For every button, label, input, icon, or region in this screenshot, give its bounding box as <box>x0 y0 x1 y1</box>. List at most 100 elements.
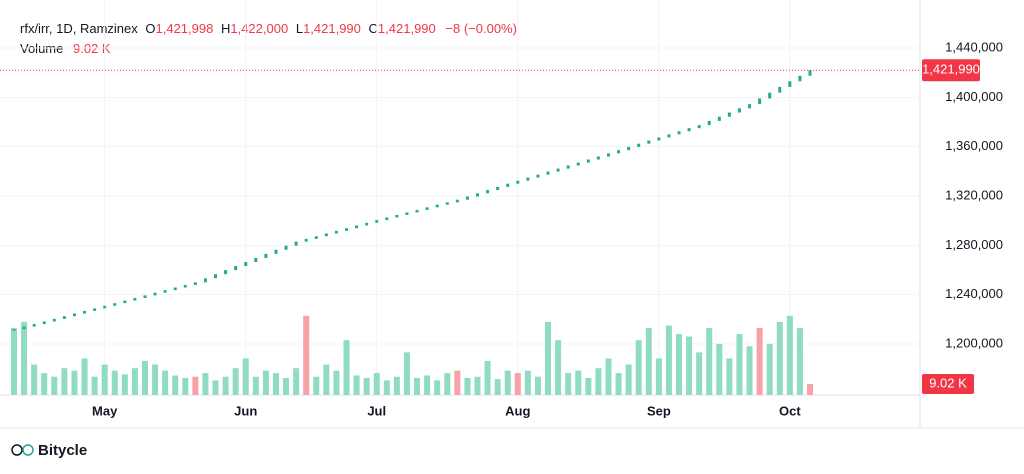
volume-legend: Volume 9.02 K <box>20 41 111 56</box>
candle <box>32 324 36 327</box>
volume-bar <box>454 370 461 395</box>
y-tick-label: 1,360,000 <box>945 138 1003 153</box>
volume-bar <box>162 370 169 395</box>
volume-bar <box>363 377 370 395</box>
volume-bar <box>323 364 330 395</box>
candle <box>617 150 621 154</box>
candle <box>375 220 379 223</box>
candle <box>294 241 298 246</box>
volume-bar <box>262 370 269 395</box>
volume-bar <box>665 325 672 395</box>
x-tick-label: May <box>92 403 118 418</box>
volume-bar <box>121 374 128 395</box>
candle <box>224 270 228 275</box>
candle <box>748 104 752 109</box>
candle <box>727 112 731 117</box>
brand: Bitycle <box>11 442 87 459</box>
change: −8 (−0.00%) <box>445 21 517 36</box>
candle <box>465 196 469 200</box>
volume-bar <box>565 373 572 395</box>
l-key: L <box>296 21 303 36</box>
volume-bar <box>101 364 108 395</box>
candle <box>707 120 711 126</box>
volume-bar <box>736 334 743 395</box>
candle <box>737 108 741 113</box>
candle <box>657 137 661 141</box>
volume-bar <box>625 364 632 395</box>
volume-bar <box>585 377 592 395</box>
candle <box>12 329 16 331</box>
volume-bar <box>726 358 733 395</box>
volume-bar <box>403 352 410 395</box>
candle <box>627 146 631 151</box>
volume-tag-label: 9.02 K <box>929 375 967 390</box>
volume-bar <box>686 336 693 395</box>
volume-bar <box>313 376 320 395</box>
volume-bar <box>534 376 541 395</box>
volume-bar <box>696 352 703 395</box>
volume-bar <box>676 334 683 395</box>
volume-bar <box>91 376 98 395</box>
candle <box>717 116 721 121</box>
candle <box>768 92 772 99</box>
candle <box>203 278 207 283</box>
logo <box>22 444 34 456</box>
x-tick-label: Jun <box>234 403 257 418</box>
volume-bar <box>575 370 582 395</box>
volume-bar <box>776 321 783 395</box>
volume-bar <box>766 343 773 395</box>
y-tick-label: 1,400,000 <box>945 89 1003 104</box>
c-val: 1,421,990 <box>378 21 436 36</box>
o-key: O <box>145 21 155 36</box>
candle <box>526 177 530 181</box>
volume-bar <box>212 380 219 395</box>
volume-bar <box>333 370 340 395</box>
candle <box>214 274 218 279</box>
candle <box>365 222 369 226</box>
candle <box>576 162 580 166</box>
candle <box>123 300 127 304</box>
volume-bar <box>111 370 118 395</box>
candle <box>606 153 610 157</box>
last-price-label: 1,421,990 <box>922 62 980 77</box>
candle <box>193 282 197 285</box>
x-tick-label: Oct <box>779 403 801 418</box>
candle <box>435 204 439 208</box>
volume-bar <box>414 377 421 395</box>
volume-bar <box>645 328 652 395</box>
volume-bar <box>746 346 753 395</box>
candle <box>395 214 399 218</box>
candle <box>163 290 167 293</box>
candle <box>425 207 429 210</box>
volume-bar <box>615 373 622 395</box>
volume-bar <box>41 373 48 395</box>
volume-bar <box>424 375 431 395</box>
last-price-tag <box>922 59 980 82</box>
candle <box>83 310 87 314</box>
volume-bar <box>786 315 793 395</box>
candle <box>304 238 308 242</box>
candle <box>586 159 590 163</box>
volume-bar <box>21 321 28 395</box>
candle <box>798 75 802 82</box>
candle <box>52 318 56 322</box>
candle <box>22 326 26 330</box>
volume-bar <box>182 377 189 395</box>
candle <box>153 292 157 296</box>
candle <box>62 316 66 319</box>
volume-bar <box>655 358 662 395</box>
candle <box>93 308 97 311</box>
volume-bar <box>283 377 290 395</box>
candle <box>143 295 147 298</box>
volume-bar <box>514 373 521 395</box>
volume-bar <box>141 360 148 395</box>
candle <box>42 321 46 325</box>
candle <box>284 245 288 250</box>
candle <box>596 156 600 160</box>
candle <box>677 131 681 135</box>
candle <box>324 233 328 237</box>
y-tick-label: 1,200,000 <box>945 335 1003 350</box>
candle <box>274 249 278 254</box>
volume-bar <box>383 380 390 395</box>
volume-bar <box>222 376 229 395</box>
